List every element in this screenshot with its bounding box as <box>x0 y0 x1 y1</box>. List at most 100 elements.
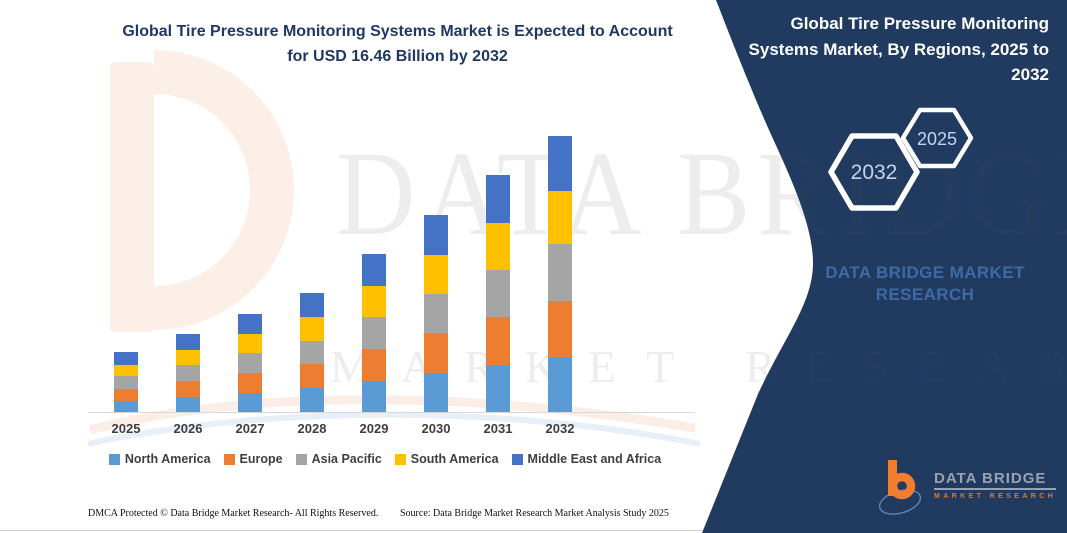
bar-segment-2026-north-america <box>176 396 200 412</box>
hexagon-badges: 2032 2025 <box>828 107 974 211</box>
bar-segment-2026-middle-east-and-africa <box>176 334 200 350</box>
bar-segment-2032-south-america <box>548 191 572 245</box>
watermark-b-bowl <box>153 50 294 330</box>
bar-segment-2030-north-america <box>424 372 448 412</box>
bar-2026 <box>176 334 200 412</box>
panel-brand-text: DATA BRIDGE MARKET RESEARCH <box>800 262 1050 306</box>
logo-brand-sub: MARKET RESEARCH <box>934 493 1057 500</box>
panel-title-line-3: 2032 <box>1011 65 1049 84</box>
bar-segment-2030-asia-pacific <box>424 293 448 334</box>
bar-segment-2031-south-america <box>486 222 510 270</box>
bar-2031 <box>486 175 510 412</box>
legend-item-europe: Europe <box>223 452 283 466</box>
panel-brand-line-2: RESEARCH <box>875 285 975 305</box>
bar-2029 <box>362 254 386 412</box>
x-axis-label-2030: 2030 <box>421 421 451 436</box>
bar-segment-2026-south-america <box>176 349 200 366</box>
x-axis-labels: 2025 2026 2027 2028 2029 2030 2031 2032 <box>85 421 700 439</box>
bar-segment-2027-south-america <box>238 333 262 354</box>
x-axis-label-2027: 2027 <box>235 421 265 436</box>
bar-2027 <box>238 314 262 412</box>
dbmr-logo: DATA BRIDGE MARKET RESEARCH <box>876 460 1057 518</box>
side-panel-background <box>702 0 1067 533</box>
bar-segment-2028-europe <box>300 364 324 389</box>
bar-segment-2027-europe <box>238 373 262 393</box>
bar-segment-2029-north-america <box>362 380 386 412</box>
bar-segment-2025-north-america <box>114 400 138 412</box>
bar-segment-2027-north-america <box>238 392 262 412</box>
bar-segment-2032-north-america <box>548 357 572 412</box>
bar-2032 <box>548 136 572 412</box>
x-axis-line <box>88 412 695 413</box>
bar-segment-2025-europe <box>114 388 138 401</box>
legend-swatch-middle-east-and-africa <box>511 453 523 465</box>
panel-title-line-2: Systems Market, By Regions, 2025 to <box>748 39 1049 59</box>
bar-segment-2032-europe <box>548 301 572 357</box>
logo-brand-name: DATA BRIDGE <box>934 470 1057 490</box>
x-axis-label-2026: 2026 <box>173 421 203 436</box>
bar-segment-2026-asia-pacific <box>176 365 200 382</box>
legend-label-middle-east-and-africa: Middle East and Africa <box>527 452 662 466</box>
panel-title-line-1: Global Tire Pressure Monitoring <box>790 14 1049 33</box>
chart-legend: North America Europe Asia Pacific South Ame… <box>85 452 685 466</box>
logo-b-bowl <box>888 472 916 500</box>
bar-segment-2030-middle-east-and-africa <box>424 215 448 255</box>
bar-segment-2028-asia-pacific <box>300 340 324 365</box>
bar-segment-2025-south-america <box>114 365 138 377</box>
bar-segment-2027-middle-east-and-africa <box>238 314 262 334</box>
bar-segment-2029-europe <box>362 348 386 381</box>
hexagon-2032 <box>828 133 920 211</box>
legend-item-middle-east-and-africa: Middle East and Africa <box>511 452 662 466</box>
x-axis-label-2028: 2028 <box>297 421 327 436</box>
stacked-bar-chart <box>85 118 700 413</box>
bar-segment-2032-middle-east-and-africa <box>548 136 572 192</box>
main-title-line-1: Global Tire Pressure Monitoring Systems … <box>122 23 673 40</box>
bar-segment-2031-europe <box>486 317 510 365</box>
watermark-swoosh-blue <box>87 411 701 447</box>
x-axis-label-2025: 2025 <box>111 421 141 436</box>
legend-swatch-europe <box>223 453 235 465</box>
x-axis-label-2032: 2032 <box>545 421 575 436</box>
bar-segment-2029-asia-pacific <box>362 316 386 349</box>
bar-segment-2027-asia-pacific <box>238 353 262 374</box>
main-title-line-2: for USD 16.46 Billion by 2032 <box>287 47 508 65</box>
bar-2028 <box>300 293 324 412</box>
dbmr-logo-text: DATA BRIDGE MARKET RESEARCH <box>934 470 1057 500</box>
panel-brand-line-1: DATA BRIDGE MARKET <box>825 263 1025 282</box>
bar-segment-2028-north-america <box>300 388 324 412</box>
legend-label-asia-pacific: Asia Pacific <box>311 452 382 466</box>
bar-segment-2029-south-america <box>362 285 386 317</box>
bar-segment-2028-south-america <box>300 317 324 341</box>
hexagon-2025-label: 2025 <box>917 129 957 149</box>
legend-label-europe: Europe <box>239 452 283 466</box>
bar-segment-2025-middle-east-and-africa <box>114 352 138 366</box>
bar-segment-2030-south-america <box>424 254 448 294</box>
legend-swatch-asia-pacific <box>295 453 307 465</box>
footer-source-text: Source: Data Bridge Market Research Mark… <box>400 508 669 519</box>
hexagon-2025 <box>900 107 974 169</box>
bar-segment-2031-middle-east-and-africa <box>486 175 510 223</box>
bar-2030 <box>424 215 448 412</box>
watermark-b-stem <box>110 62 154 332</box>
legend-swatch-south-america <box>394 453 406 465</box>
bar-segment-2025-asia-pacific <box>114 376 138 389</box>
bar-segment-2026-europe <box>176 381 200 397</box>
bar-2025 <box>114 352 138 412</box>
legend-label-south-america: South America <box>410 452 499 466</box>
legend-item-asia-pacific: Asia Pacific <box>295 452 382 466</box>
legend-item-south-america: South America <box>394 452 499 466</box>
bar-segment-2029-middle-east-and-africa <box>362 254 386 286</box>
bar-segment-2031-north-america <box>486 365 510 412</box>
bar-segment-2031-asia-pacific <box>486 269 510 318</box>
x-axis-label-2029: 2029 <box>359 421 389 436</box>
bottom-divider <box>0 530 702 531</box>
legend-swatch-north-america <box>108 453 120 465</box>
bar-segment-2032-asia-pacific <box>548 244 572 301</box>
legend-item-north-america: North America <box>108 452 211 466</box>
x-axis-label-2031: 2031 <box>483 421 513 436</box>
bar-segment-2030-europe <box>424 333 448 373</box>
footer-dmca-text: DMCA Protected © Data Bridge Market Rese… <box>88 508 379 519</box>
dbmr-logo-b-icon <box>876 460 924 518</box>
legend-label-north-america: North America <box>124 452 211 466</box>
